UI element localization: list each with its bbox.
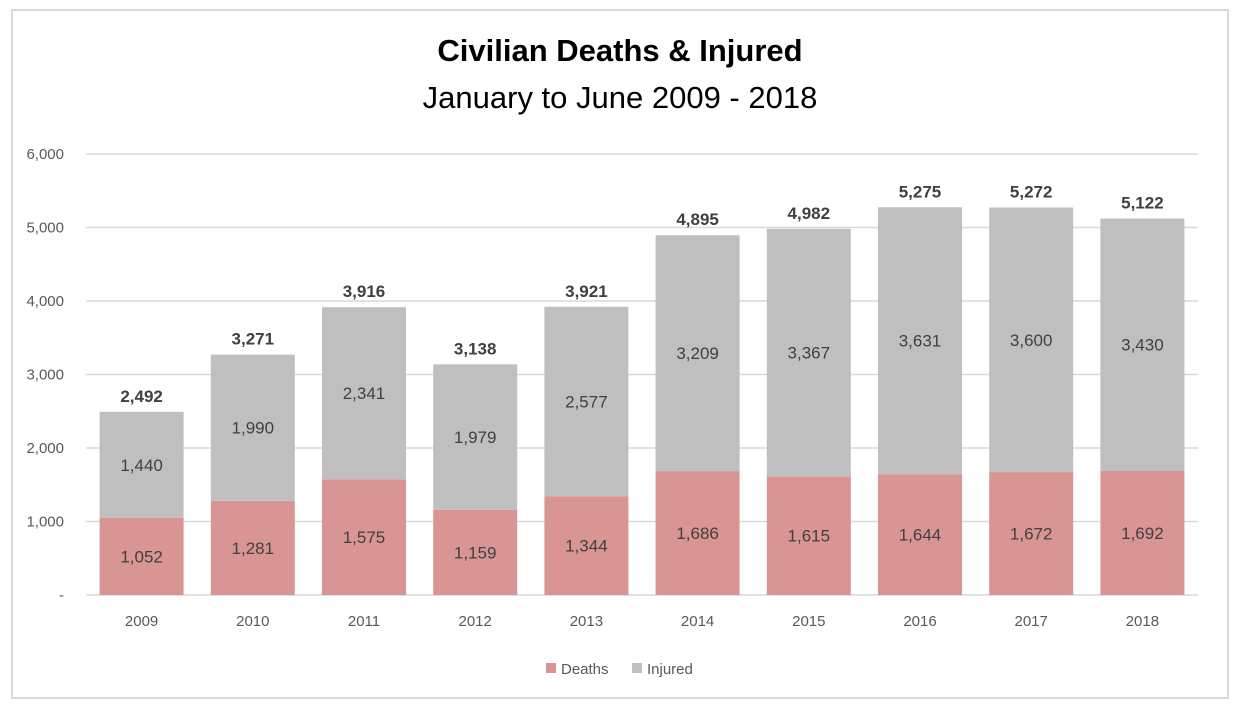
x-tick-label: 2016 (903, 613, 936, 630)
data-label: 1,990 (232, 419, 275, 438)
data-label: 1,159 (454, 543, 497, 562)
data-label: 1,344 (565, 537, 608, 556)
legend-label-injured: Injured (647, 661, 693, 678)
bar-deaths (210, 500, 295, 595)
x-tick-label: 2013 (570, 613, 603, 630)
x-tick-label: 2010 (236, 613, 269, 630)
bar-deaths (655, 471, 740, 595)
total-label: 2,492 (120, 387, 163, 406)
total-label: 3,138 (454, 339, 497, 358)
data-label: 1,979 (454, 428, 497, 447)
legend-swatch-injured (632, 663, 642, 673)
data-label: 3,430 (1121, 336, 1164, 355)
bar-injured (544, 306, 629, 497)
x-tick-label: 2012 (459, 613, 492, 630)
data-label: 1,575 (343, 528, 386, 547)
x-tick-label: 2009 (125, 613, 158, 630)
bar-deaths (99, 517, 184, 595)
bar-deaths (322, 479, 406, 595)
legend-label-deaths: Deaths (561, 661, 609, 678)
data-label: 1,281 (232, 539, 275, 558)
data-label: 1,644 (899, 526, 942, 545)
y-tick-label: 4,000 (26, 293, 64, 310)
data-label: 1,440 (120, 456, 163, 475)
total-label: 5,272 (1010, 183, 1053, 202)
y-tick-label: 1,000 (26, 514, 64, 531)
data-label: 1,692 (1121, 524, 1164, 543)
x-tick-label: 2018 (1126, 613, 1159, 630)
data-label: 3,631 (899, 332, 942, 351)
bar-injured (655, 235, 740, 472)
y-tick-label: 3,000 (26, 367, 64, 384)
data-label: 3,600 (1010, 331, 1053, 350)
bar-injured (433, 364, 518, 510)
bar-deaths (433, 509, 518, 595)
y-tick-label: 2,000 (26, 440, 64, 457)
data-label: 1,686 (676, 524, 719, 543)
chart-title: Civilian Deaths & Injured (437, 33, 802, 68)
bar-injured (1100, 218, 1185, 471)
x-tick-label: 2011 (348, 613, 380, 630)
bar-deaths (1100, 470, 1185, 595)
data-label: 2,577 (565, 393, 608, 412)
total-label: 3,271 (232, 330, 275, 349)
y-tick-label: - (59, 587, 64, 604)
bar-deaths (878, 474, 962, 595)
total-label: 5,122 (1121, 194, 1164, 213)
data-label: 1,672 (1010, 525, 1053, 544)
data-label: 2,341 (343, 384, 386, 403)
chart-subtitle: January to June 2009 - 2018 (423, 80, 818, 115)
y-tick-label: 6,000 (26, 146, 64, 163)
data-label: 3,367 (788, 344, 831, 363)
bar-injured (210, 354, 295, 501)
x-tick-label: 2015 (792, 613, 825, 630)
total-label: 3,916 (343, 282, 386, 301)
total-label: 5,275 (899, 182, 942, 201)
bar-deaths (766, 476, 851, 595)
total-label: 4,895 (676, 210, 719, 229)
data-label: 1,615 (788, 527, 831, 546)
data-label: 3,209 (676, 344, 719, 363)
x-tick-label: 2017 (1015, 613, 1048, 630)
total-label: 4,982 (788, 204, 831, 223)
bar-injured (878, 207, 962, 475)
bar-injured (989, 207, 1074, 473)
legend-swatch-deaths (546, 663, 556, 673)
bar-deaths (544, 496, 629, 595)
x-tick-label: 2014 (681, 613, 714, 630)
bar-injured (766, 228, 851, 477)
y-tick-label: 5,000 (26, 220, 64, 237)
bar-deaths (989, 472, 1074, 595)
bar-injured (322, 307, 406, 480)
data-label: 1,052 (120, 547, 163, 566)
total-label: 3,921 (565, 282, 608, 301)
bar-injured (99, 411, 184, 518)
